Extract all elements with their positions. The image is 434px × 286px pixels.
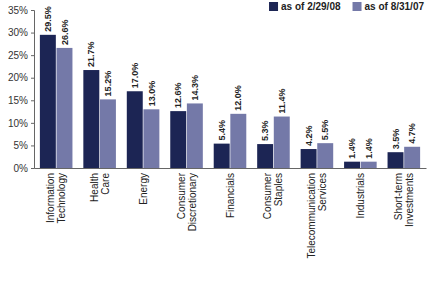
legend: as of 2/29/08 as of 8/31/07 [269, 1, 424, 12]
y-tick-label: 0% [14, 163, 29, 174]
y-tick-label: 20% [8, 72, 28, 83]
y-tick-mark [31, 168, 34, 169]
data-label: 14.3% [190, 75, 200, 101]
bar [274, 117, 290, 168]
y-tick-mark [31, 55, 34, 56]
bar [230, 114, 246, 168]
bar [83, 70, 99, 168]
data-label: 17.0% [130, 63, 140, 89]
bar [127, 91, 143, 168]
data-label: 12.0% [233, 85, 243, 111]
y-tick-mark [31, 100, 34, 101]
data-label: 4.2% [304, 126, 314, 147]
legend-swatch [353, 2, 362, 11]
y-tick-mark [31, 123, 34, 124]
y-tick-label: 10% [8, 118, 28, 129]
y-axis-line [31, 11, 35, 169]
data-label: 5.5% [320, 120, 330, 141]
bars [40, 35, 420, 168]
data-label: 15.2% [103, 71, 113, 97]
bar [317, 143, 333, 168]
bar [214, 144, 230, 168]
data-label: 4.7% [407, 123, 417, 144]
bar [187, 103, 203, 168]
y-tick: 15% [8, 95, 34, 106]
y-tick-label: 35% [8, 5, 28, 16]
x-tick-label: Financials [225, 173, 236, 218]
legend-label: as of 8/31/07 [365, 1, 425, 12]
legend-item: as of 8/31/07 [353, 1, 425, 12]
bar [301, 149, 317, 168]
y-tick-mark [31, 145, 34, 146]
data-label: 3.5% [391, 129, 401, 150]
y-tick: 25% [8, 50, 34, 61]
legend-label: as of 2/29/08 [281, 1, 341, 12]
bar [361, 162, 377, 168]
bar [56, 48, 72, 168]
y-tick: 30% [8, 27, 34, 38]
y-axis: 0% 5% 10% 15% 20% 25% 30% 35% [8, 5, 35, 174]
y-tick-label: 30% [8, 27, 28, 38]
data-labels: 29.5% 21.7% 17.0% 12.6% 5.4% 5.3% 4.2% 1.4% 3.5%… [43, 6, 417, 158]
y-tick-label: 25% [8, 50, 28, 61]
legend-swatch [269, 2, 278, 11]
bar [344, 162, 360, 168]
data-label: 11.4% [277, 89, 287, 114]
y-tick: 5% [14, 140, 34, 151]
data-label: 29.5% [43, 6, 53, 32]
x-tick-label: ConsumerStaples [262, 172, 284, 219]
y-tick: 35% [8, 5, 34, 16]
data-label: 5.4% [217, 120, 227, 141]
bar [388, 152, 404, 168]
x-tick-label: Energy [138, 173, 149, 205]
bar [100, 99, 116, 168]
data-label: 5.3% [260, 121, 270, 142]
data-label: 26.6% [60, 19, 70, 45]
bar [40, 35, 56, 168]
y-tick-mark [31, 78, 34, 79]
plot: 0% 5% 10% 15% 20% 25% 30% 35% InformationTechnol… [8, 5, 427, 259]
data-label: 12.6% [173, 83, 183, 109]
x-tick-label: TelecommunicationServices [306, 173, 328, 259]
x-tick-label: ConsumerDiscretionary [176, 172, 198, 231]
x-tick-label: InformationTechnology [45, 173, 67, 224]
data-label: 13.0% [147, 81, 157, 107]
x-tick-label: Short-termInvestments [393, 173, 415, 227]
y-tick-mark [31, 10, 34, 11]
data-label: 1.4% [364, 138, 374, 159]
x-axis-line [35, 168, 427, 169]
legend-item: as of 2/29/08 [269, 1, 341, 12]
y-tick-label: 15% [8, 95, 28, 106]
y-tick: 20% [8, 72, 34, 83]
bar [143, 109, 159, 168]
chart: 0% 5% 10% 15% 20% 25% 30% 35% InformationTechnol… [0, 0, 434, 286]
y-tick: 0% [14, 163, 34, 174]
data-label: 1.4% [347, 138, 357, 159]
x-tick-label: HealthCare [89, 173, 111, 202]
y-tick-label: 5% [14, 140, 29, 151]
bar [257, 144, 273, 168]
bar [170, 111, 186, 168]
y-tick-mark [31, 33, 34, 34]
bar [404, 147, 420, 168]
data-label: 21.7% [86, 42, 96, 68]
x-tick-label: Industrials [355, 173, 366, 219]
y-tick: 10% [8, 118, 34, 129]
